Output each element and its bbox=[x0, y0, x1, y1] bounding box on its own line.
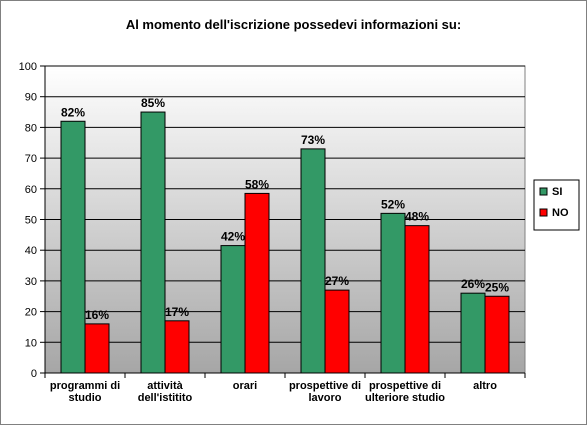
bar-si bbox=[380, 212, 406, 374]
x-category-label: prospettive di bbox=[289, 380, 361, 392]
x-category-label: lavoro bbox=[308, 392, 341, 404]
legend-swatch-no bbox=[539, 208, 548, 217]
x-category-label: orari bbox=[233, 380, 257, 392]
chart-title: Al momento dell'iscrizione possedevi inf… bbox=[125, 17, 462, 32]
bar-no bbox=[164, 320, 190, 374]
data-label: 26% bbox=[461, 277, 485, 291]
bar-no bbox=[404, 225, 430, 374]
x-category-label: studio bbox=[69, 392, 102, 404]
bar-no bbox=[324, 289, 350, 374]
data-label: 73% bbox=[301, 133, 325, 147]
bar-no bbox=[484, 295, 510, 374]
y-tick-label: 30 bbox=[25, 276, 37, 288]
y-tick-label: 60 bbox=[25, 184, 37, 196]
y-tick-label: 80 bbox=[25, 122, 37, 134]
data-label: 85% bbox=[141, 96, 165, 110]
y-tick-label: 90 bbox=[25, 92, 37, 104]
legend-label-no: NO bbox=[552, 207, 569, 219]
data-label: 25% bbox=[485, 280, 509, 294]
data-label: 27% bbox=[325, 274, 349, 288]
bar-si bbox=[460, 292, 486, 374]
bar-no bbox=[84, 323, 110, 374]
data-label: 17% bbox=[165, 305, 189, 319]
x-category-label: programmi di bbox=[50, 380, 120, 392]
data-label: 42% bbox=[221, 230, 245, 244]
y-tick-label: 0 bbox=[31, 368, 37, 380]
x-category-label: prospettive di bbox=[369, 380, 441, 392]
y-tick-label: 10 bbox=[25, 337, 37, 349]
y-tick-label: 50 bbox=[25, 215, 37, 227]
bar-si bbox=[60, 120, 86, 374]
data-label: 16% bbox=[85, 308, 109, 322]
data-label: 52% bbox=[381, 197, 405, 211]
x-category-label: attività bbox=[147, 380, 183, 392]
bar-si bbox=[140, 111, 166, 374]
x-category-label: altro bbox=[473, 380, 497, 392]
legend-swatch-si bbox=[539, 187, 548, 196]
y-tick-label: 40 bbox=[25, 245, 37, 257]
data-label: 82% bbox=[61, 105, 85, 119]
y-tick-label: 70 bbox=[25, 153, 37, 165]
x-category-label: ulteriore studio bbox=[365, 392, 445, 404]
bar-si bbox=[300, 148, 326, 374]
data-label: 58% bbox=[245, 177, 269, 191]
x-category-label: dell'istitito bbox=[138, 392, 193, 404]
bar-si bbox=[220, 245, 246, 374]
y-tick-label: 100 bbox=[19, 61, 37, 73]
legend-label-si: SI bbox=[552, 186, 562, 198]
data-label: 48% bbox=[405, 210, 429, 224]
y-tick-label: 20 bbox=[25, 307, 37, 319]
bar-no bbox=[244, 192, 270, 374]
